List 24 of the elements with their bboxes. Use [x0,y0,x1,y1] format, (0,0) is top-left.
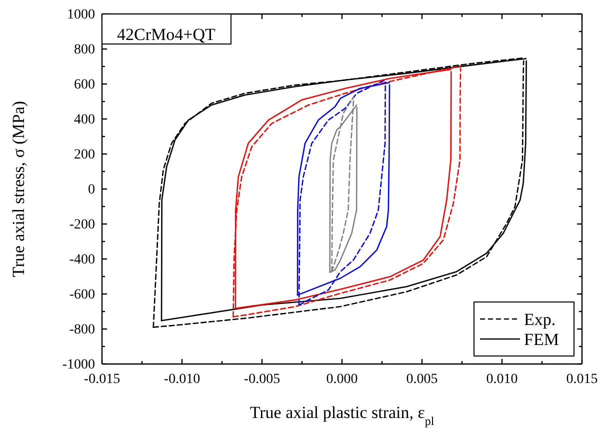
label-box: 42CrMo4+QT [102,14,232,44]
x-tick-label: 0.000 [326,372,358,387]
y-tick-label: 600 [74,77,95,92]
y-tick-label: -600 [69,287,95,302]
annotation: 42CrMo4+QT [117,25,216,44]
y-tick-label: 400 [74,112,95,128]
x-tick-label: -0.015 [84,372,120,387]
x-axis-title: True axial plastic strain, ε$_{pl}$ [250,403,435,428]
x-tick-label: -0.005 [244,372,280,387]
y-tick-label: 200 [74,147,95,162]
y-tick-label: 1000 [67,7,95,22]
x-tick-label: -0.010 [164,372,200,387]
y-tick-label: -1000 [62,357,95,372]
x-tick-label: 0.010 [486,372,518,387]
y-tick-label: 0 [88,182,95,198]
y-tick-label: 800 [74,42,95,58]
legend-label: Exp. [524,310,556,329]
legend-label: FEM [524,330,559,349]
y-tick-label: -200 [69,217,95,232]
y-tick-label: -800 [69,322,95,338]
x-tick-label: 0.015 [566,372,598,387]
y-axis-title: True axial stress, σ (MPa) [9,100,28,278]
y-tick-label: -400 [69,252,95,268]
x-tick-label: 0.005 [406,372,438,387]
